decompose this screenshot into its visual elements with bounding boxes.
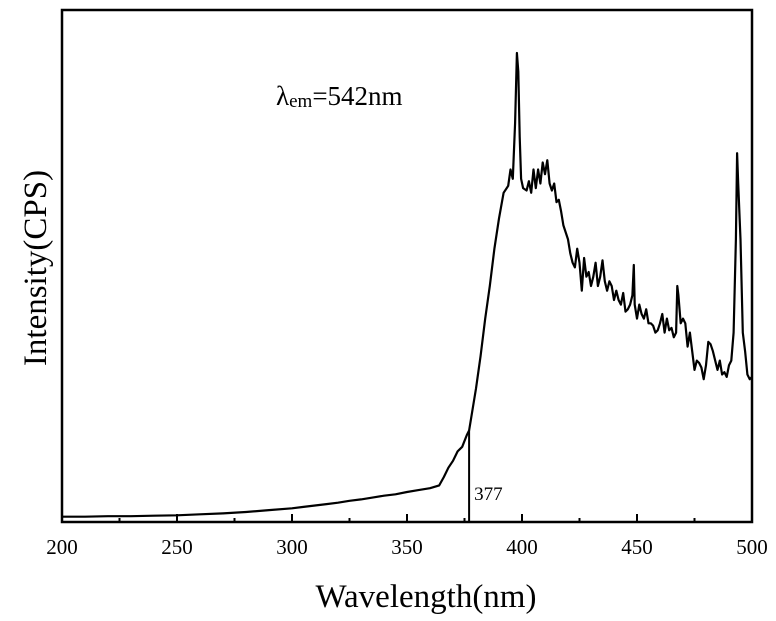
x-tick-label: 250 [161,535,193,559]
x-axis-ticks [61,514,753,522]
x-tick-label: 200 [46,535,78,559]
annotation-value: =542nm [312,81,402,111]
x-tick-label: 350 [391,535,423,559]
em-subscript: em [289,91,312,112]
peak-marker-label: 377 [474,484,503,505]
y-axis-label: Intensity(CPS) [18,170,54,366]
x-tick-label: 400 [506,535,538,559]
x-tick-label: 300 [276,535,308,559]
excitation-spectrum-line [62,51,753,518]
plot-frame [60,8,754,524]
x-axis-tick-labels: 200 250 300 350 400 450 500 [46,535,768,559]
peak-marker-group: 377 [468,430,503,522]
series-group [62,51,753,518]
x-axis-label: Wavelength(nm) [316,579,537,615]
lambda-symbol: λ [276,81,289,111]
x-tick-label: 450 [621,535,653,559]
emission-wavelength-annotation: λem=542nm [276,81,403,112]
x-tick-label: 500 [736,535,768,559]
